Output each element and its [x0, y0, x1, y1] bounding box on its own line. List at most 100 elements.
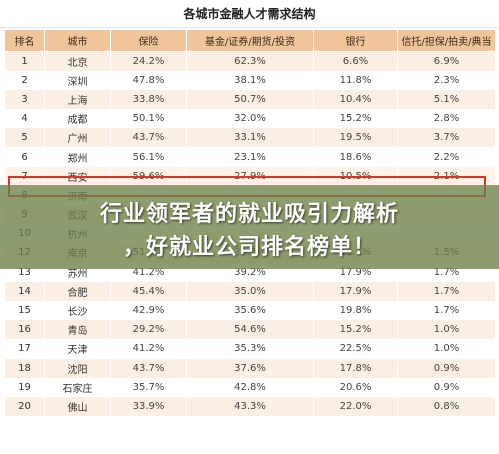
- table-cell: 19.5%: [313, 128, 398, 148]
- table-cell: 石家庄: [44, 377, 111, 397]
- table-cell: 2.3%: [397, 70, 496, 90]
- table-cell: 17.8%: [313, 358, 398, 378]
- table-cell: 0.8%: [397, 396, 496, 417]
- column-header: 基金/证券/期货/投资: [186, 29, 314, 52]
- table-cell: 33.1%: [186, 128, 314, 148]
- column-header: 城市: [44, 29, 111, 52]
- table-cell: 17.9%: [313, 281, 398, 301]
- table-cell: 41.2%: [110, 339, 187, 359]
- table-cell: 合肥: [44, 281, 111, 301]
- table-cell: 15.2%: [313, 320, 398, 340]
- table-cell: 10.4%: [313, 89, 398, 110]
- table-cell: 56.1%: [110, 147, 187, 167]
- chart-title-bar: 各城市金融人才需求结构: [0, 0, 499, 28]
- table-cell: 6.6%: [313, 51, 398, 71]
- table-cell: 1.0%: [397, 339, 496, 359]
- table-cell: 2.1%: [397, 166, 496, 186]
- table-cell: 3: [4, 89, 45, 110]
- column-header: 保险: [110, 29, 187, 52]
- table-cell: 青岛: [44, 320, 111, 340]
- table-cell: 长沙: [44, 300, 111, 321]
- table-cell: 54.6%: [186, 320, 314, 340]
- table-cell: 6.9%: [397, 51, 496, 71]
- table-row: 7 西安 59.6% 27.9% 10.5% 2.1%: [4, 166, 496, 186]
- table-cell: 20: [4, 396, 45, 417]
- table-cell: 郑州: [44, 147, 111, 167]
- table-cell: 1.0%: [397, 320, 496, 340]
- table-cell: 7: [4, 166, 45, 186]
- table-cell: 27.9%: [186, 166, 314, 186]
- table-cell: 5: [4, 128, 45, 148]
- headline-line-2: ，好就业公司排名榜单！: [122, 235, 376, 260]
- table-cell: 0.9%: [397, 377, 496, 397]
- table-row: 1 北京 24.2% 62.3% 6.6% 6.9%: [4, 51, 496, 71]
- table-cell: 佛山: [44, 396, 111, 417]
- table-cell: 1: [4, 51, 45, 71]
- table-cell: 33.8%: [110, 89, 187, 110]
- table-cell: 16: [4, 320, 45, 340]
- table-cell: 18: [4, 358, 45, 378]
- table-cell: 2.8%: [397, 109, 496, 129]
- table-cell: 22.5%: [313, 339, 398, 359]
- table-row: 19 石家庄 35.7% 42.8% 20.6% 0.9%: [4, 377, 496, 397]
- table-header-row: 排名 城市 保险 基金/证券/期货/投资 银行 信托/担保/拍卖/典当: [4, 29, 496, 52]
- table-row: 16 青岛 29.2% 54.6% 15.2% 1.0%: [4, 320, 496, 340]
- column-header: 排名: [4, 29, 45, 52]
- table-cell: 2.2%: [397, 147, 496, 167]
- table-cell: 18.6%: [313, 147, 398, 167]
- table-cell: 62.3%: [186, 51, 314, 71]
- table-cell: 42.9%: [110, 300, 187, 321]
- table-cell: 14: [4, 281, 45, 301]
- table-cell: 19: [4, 377, 45, 397]
- table-row: 20 佛山 33.9% 43.3% 22.0% 0.8%: [4, 396, 496, 417]
- table-cell: 6: [4, 147, 45, 167]
- table-cell: 1.7%: [397, 281, 496, 301]
- table-cell: 4: [4, 109, 45, 129]
- table-cell: 29.2%: [110, 320, 187, 340]
- table-cell: 35.0%: [186, 281, 314, 301]
- table-cell: 沈阳: [44, 358, 111, 378]
- table-row: 15 长沙 42.9% 35.6% 19.8% 1.7%: [4, 300, 496, 321]
- table-cell: 32.0%: [186, 109, 314, 129]
- table-cell: 35.7%: [110, 377, 187, 397]
- column-header: 信托/担保/拍卖/典当: [397, 29, 496, 52]
- table-cell: 42.8%: [186, 377, 314, 397]
- table-cell: 47.8%: [110, 70, 187, 90]
- table-cell: 深圳: [44, 70, 111, 90]
- table-cell: 17: [4, 339, 45, 359]
- table-cell: 10.5%: [313, 166, 398, 186]
- table-cell: 45.4%: [110, 281, 187, 301]
- table-cell: 43.7%: [110, 358, 187, 378]
- table-cell: 35.3%: [186, 339, 314, 359]
- column-header: 银行: [313, 29, 398, 52]
- table-row: 2 深圳 47.8% 38.1% 11.8% 2.3%: [4, 70, 496, 90]
- table-row: 18 沈阳 43.7% 37.6% 17.8% 0.9%: [4, 358, 496, 378]
- table-row: 4 成都 50.1% 32.0% 15.2% 2.8%: [4, 109, 496, 129]
- table-row: 3 上海 33.8% 50.7% 10.4% 5.1%: [4, 89, 496, 110]
- chart-title: 各城市金融人才需求结构: [183, 7, 316, 21]
- table-cell: 广州: [44, 128, 111, 148]
- table-cell: 50.7%: [186, 89, 314, 110]
- table-cell: 成都: [44, 109, 111, 129]
- headline-line-1: 行业领军者的就业吸引力解析: [99, 202, 399, 227]
- table-cell: 22.0%: [313, 396, 398, 417]
- table-cell: 24.2%: [110, 51, 187, 71]
- table-cell: 15.2%: [313, 109, 398, 129]
- table-row: 17 天津 41.2% 35.3% 22.5% 1.0%: [4, 339, 496, 359]
- table-row: 6 郑州 56.1% 23.1% 18.6% 2.2%: [4, 147, 496, 167]
- table-cell: 0.9%: [397, 358, 496, 378]
- table-cell: 天津: [44, 339, 111, 359]
- table-cell: 59.6%: [110, 166, 187, 186]
- table-cell: 38.1%: [186, 70, 314, 90]
- table-cell: 43.7%: [110, 128, 187, 148]
- table-cell: 43.3%: [186, 396, 314, 417]
- table-cell: 23.1%: [186, 147, 314, 167]
- table-cell: 37.6%: [186, 358, 314, 378]
- table-cell: 19.8%: [313, 300, 398, 321]
- table-cell: 15: [4, 300, 45, 321]
- table-cell: 2: [4, 70, 45, 90]
- table-cell: 20.6%: [313, 377, 398, 397]
- table-cell: 上海: [44, 89, 111, 110]
- table-cell: 3.7%: [397, 128, 496, 148]
- table-cell: 5.1%: [397, 89, 496, 110]
